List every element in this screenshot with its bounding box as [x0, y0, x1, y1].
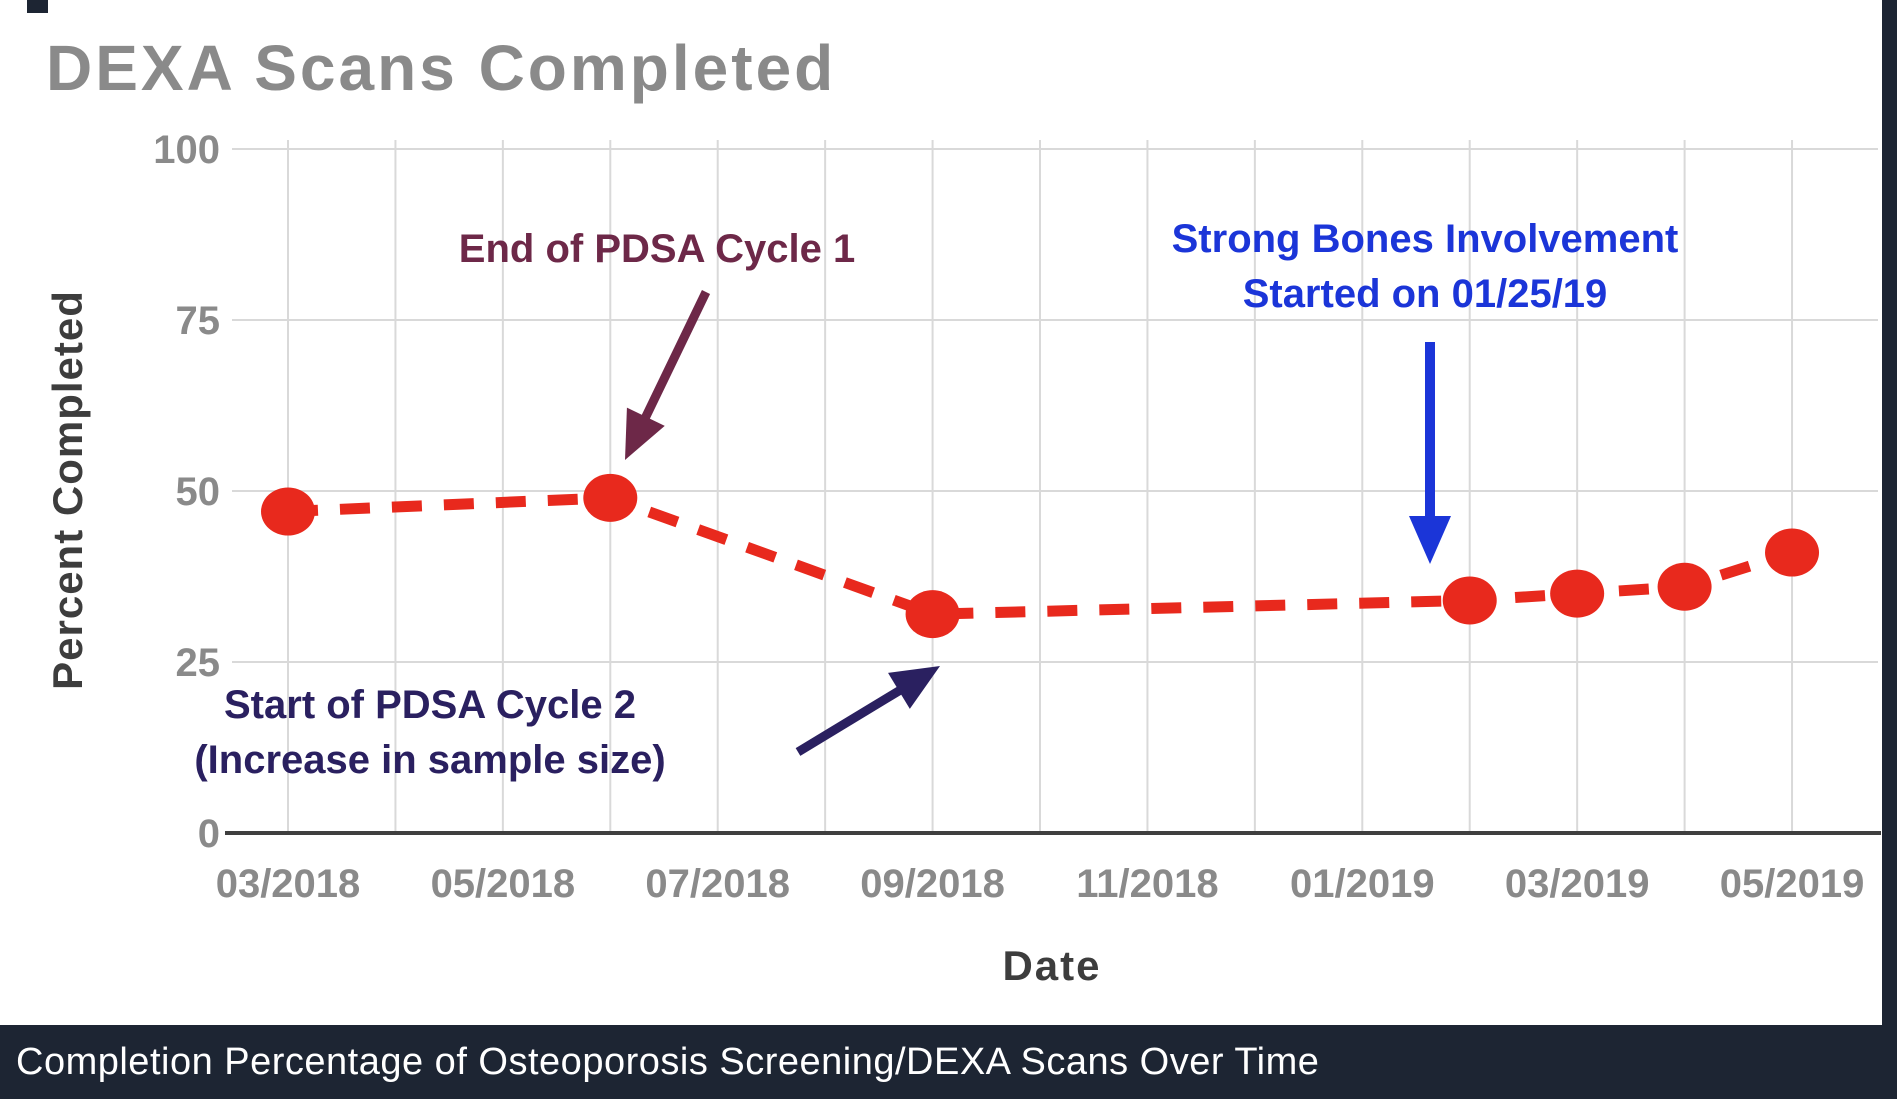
data-point [583, 473, 638, 522]
data-point [1442, 576, 1497, 625]
y-tick-label: 0 [198, 812, 220, 856]
dexa-chart-svg: 0 25 50 75 100 03/2018 05/2018 07/2018 09/2018 11… [44, 32, 1881, 989]
y-tick-label: 75 [176, 299, 221, 343]
data-point [1550, 569, 1605, 618]
y-tick-label: 50 [176, 470, 221, 514]
annotation-start-pdsa-cycle-2-arrow-head [888, 666, 940, 709]
y-tick-label: 100 [153, 128, 220, 172]
y-axis-label: Percent Completed [44, 290, 91, 690]
x-tick-label: 11/2018 [1076, 862, 1218, 906]
annotation-start-pdsa-cycle-2-arrow-shaft [795, 682, 909, 756]
x-tick-label: 05/2018 [431, 862, 576, 906]
x-tick-label: 07/2018 [645, 862, 790, 906]
chart-title: DEXA Scans Completed [46, 32, 836, 104]
right-frame-border [1882, 0, 1897, 1099]
caption-text: Completion Percentage of Osteoporosis Sc… [16, 1040, 1320, 1083]
data-point [905, 590, 960, 639]
x-axis-label: Date [1002, 942, 1101, 989]
x-tick-label: 05/2019 [1720, 862, 1865, 906]
annotation-end-pdsa-cycle-1-arrow-head [625, 407, 665, 460]
x-tick-label: 03/2018 [216, 862, 361, 906]
annotation-strong-bones-involvement-text: Strong Bones Involvement Started on 01/25… [1172, 217, 1679, 316]
y-tick-label: 25 [176, 641, 221, 685]
annotation-strong-bones-involvement-arrow-head [1409, 516, 1451, 564]
corner-decoration [27, 0, 48, 13]
data-point [1765, 528, 1820, 577]
x-tick-label: 09/2018 [860, 862, 1005, 906]
data-point [1657, 562, 1712, 611]
caption-bar: Completion Percentage of Osteoporosis Sc… [0, 1025, 1897, 1099]
x-tick-label: 03/2019 [1505, 862, 1650, 906]
annotation-end-pdsa-cycle-1-arrow-shaft [638, 290, 711, 426]
data-point [261, 487, 315, 536]
annotation-start-pdsa-cycle-2-text: Start of PDSA Cycle 2 (Increase in sample… [194, 683, 665, 782]
x-tick-label: 01/2019 [1290, 862, 1435, 906]
annotation-end-pdsa-cycle-1-text: End of PDSA Cycle 1 [459, 227, 855, 271]
